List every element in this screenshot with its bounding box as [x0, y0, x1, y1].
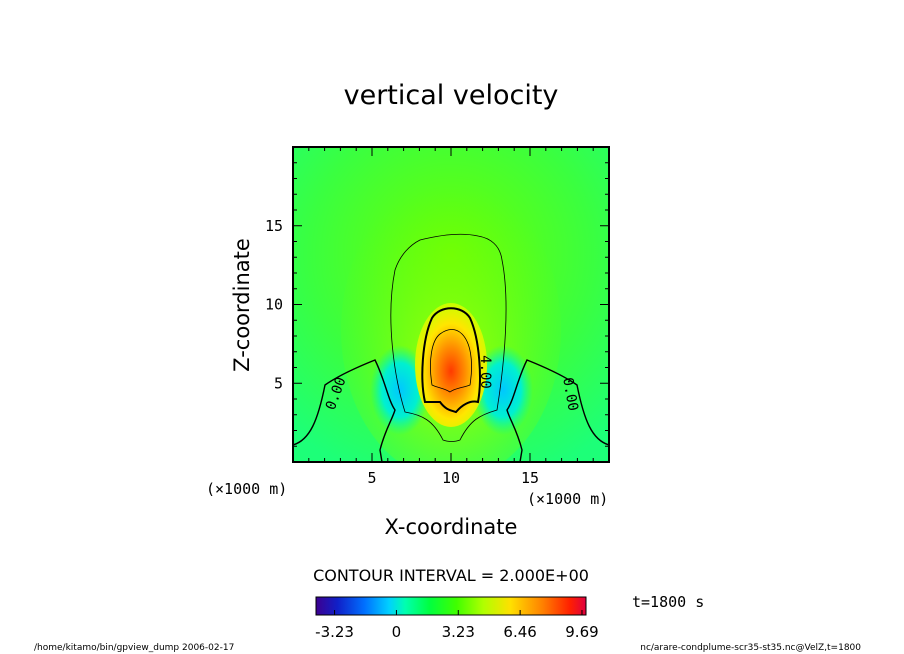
- chart-title: vertical velocity: [344, 80, 559, 111]
- contour-label-center: 4.00: [477, 355, 493, 389]
- y-tick-label: 5: [274, 374, 283, 392]
- x-unit-label: (×1000 m): [527, 490, 608, 508]
- time-label: t=1800 s: [632, 593, 704, 611]
- downdraft-left: [370, 345, 430, 435]
- colorbar-tick-label: 9.69: [565, 623, 598, 641]
- x-tick-label: 5: [367, 469, 376, 487]
- x-tick-label: 10: [442, 469, 460, 487]
- y-tick-label: 10: [265, 296, 283, 314]
- colorbar-ticks: -3.23 0 3.23 6.46 9.69: [315, 610, 599, 641]
- x-tick-label: 15: [521, 469, 539, 487]
- contour-six: [430, 329, 472, 393]
- heatmap-field: 0.00 0.00 4.00: [293, 147, 609, 462]
- colorbar-tick-label: 0: [392, 623, 402, 641]
- axes: 5 10 15 5 10 15: [265, 146, 610, 487]
- y-axis-label: Z-coordinate: [230, 238, 254, 372]
- footer-left: /home/kitamo/bin/gpview_dump 2006-02-17: [34, 643, 234, 653]
- y-tick-label: 15: [265, 217, 283, 235]
- updraft-core: [415, 303, 487, 427]
- contour-zero-right: [506, 359, 609, 462]
- footer-right: nc/arare-condplume-scr35-st35.nc@VelZ,t=…: [640, 643, 861, 653]
- downdraft-right: [473, 345, 533, 435]
- x-axis-label: X-coordinate: [385, 515, 518, 539]
- colorbar: [315, 596, 587, 616]
- contour-four: [421, 307, 481, 414]
- contour-two: [390, 233, 507, 442]
- contour-interval-text: CONTOUR INTERVAL = 2.000E+00: [313, 566, 589, 585]
- y-unit-label: (×1000 m): [206, 480, 287, 498]
- colorbar-tick-label: 3.23: [442, 623, 475, 641]
- colorbar-tick-label: 6.46: [503, 623, 536, 641]
- contour-label-right: 0.00: [559, 376, 581, 412]
- contour-zero-left: [293, 359, 396, 462]
- colorbar-tick-label: -3.23: [315, 623, 354, 641]
